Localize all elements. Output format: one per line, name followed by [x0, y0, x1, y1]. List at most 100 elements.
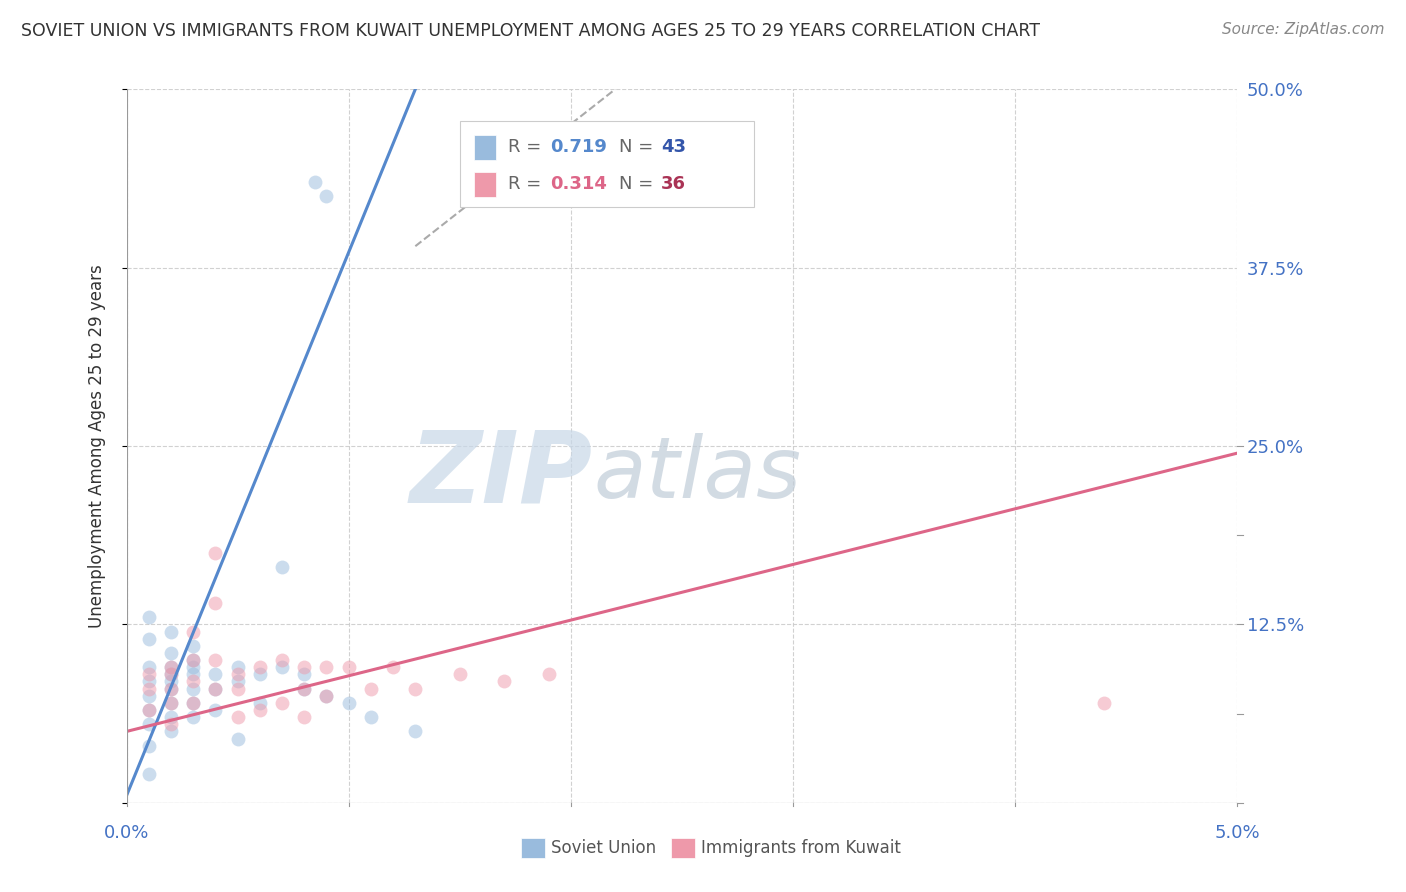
- Text: Soviet Union: Soviet Union: [551, 838, 657, 856]
- Text: N =: N =: [619, 175, 658, 193]
- Point: [304, 175, 326, 189]
- Point: [160, 667, 183, 681]
- Point: [292, 660, 315, 674]
- Point: [160, 624, 183, 639]
- FancyBboxPatch shape: [474, 171, 496, 196]
- Point: [160, 674, 183, 689]
- Point: [181, 674, 204, 689]
- Point: [160, 681, 183, 696]
- Point: [204, 546, 226, 560]
- Point: [249, 667, 271, 681]
- Point: [271, 653, 294, 667]
- Point: [138, 703, 160, 717]
- Point: [181, 660, 204, 674]
- Point: [249, 660, 271, 674]
- Point: [160, 696, 183, 710]
- Point: [271, 560, 294, 574]
- Point: [160, 696, 183, 710]
- Point: [226, 667, 249, 681]
- FancyBboxPatch shape: [671, 838, 695, 858]
- Point: [138, 632, 160, 646]
- Text: 36: 36: [661, 175, 686, 193]
- Point: [160, 667, 183, 681]
- Point: [249, 696, 271, 710]
- Point: [292, 681, 315, 696]
- Point: [138, 660, 160, 674]
- Point: [226, 710, 249, 724]
- Point: [271, 660, 294, 674]
- Text: SOVIET UNION VS IMMIGRANTS FROM KUWAIT UNEMPLOYMENT AMONG AGES 25 TO 29 YEARS CO: SOVIET UNION VS IMMIGRANTS FROM KUWAIT U…: [21, 22, 1040, 40]
- Text: Source: ZipAtlas.com: Source: ZipAtlas.com: [1222, 22, 1385, 37]
- Text: 5.0%: 5.0%: [1215, 824, 1260, 842]
- Point: [249, 703, 271, 717]
- Point: [315, 660, 337, 674]
- Text: R =: R =: [508, 175, 547, 193]
- Text: R =: R =: [508, 138, 547, 156]
- Point: [181, 710, 204, 724]
- Point: [138, 674, 160, 689]
- Point: [404, 681, 426, 696]
- Point: [204, 681, 226, 696]
- Point: [226, 674, 249, 689]
- Point: [337, 696, 360, 710]
- Point: [181, 667, 204, 681]
- Point: [181, 696, 204, 710]
- Y-axis label: Unemployment Among Ages 25 to 29 years: Unemployment Among Ages 25 to 29 years: [87, 264, 105, 628]
- Point: [315, 689, 337, 703]
- Point: [271, 696, 294, 710]
- Point: [337, 660, 360, 674]
- Point: [138, 739, 160, 753]
- Point: [160, 646, 183, 660]
- Point: [226, 731, 249, 746]
- Point: [292, 710, 315, 724]
- Point: [204, 667, 226, 681]
- Point: [382, 660, 405, 674]
- Point: [138, 703, 160, 717]
- Point: [138, 767, 160, 781]
- Text: 43: 43: [661, 138, 686, 156]
- Point: [1092, 696, 1115, 710]
- Point: [360, 681, 382, 696]
- Point: [449, 667, 471, 681]
- Point: [160, 660, 183, 674]
- Point: [204, 703, 226, 717]
- Point: [160, 717, 183, 731]
- Point: [181, 639, 204, 653]
- Point: [160, 710, 183, 724]
- Point: [204, 653, 226, 667]
- Point: [138, 610, 160, 624]
- Point: [160, 681, 183, 696]
- Point: [226, 660, 249, 674]
- FancyBboxPatch shape: [460, 121, 754, 207]
- Point: [181, 624, 204, 639]
- Point: [292, 681, 315, 696]
- Point: [181, 653, 204, 667]
- Point: [160, 660, 183, 674]
- Point: [138, 681, 160, 696]
- Text: N =: N =: [619, 138, 658, 156]
- FancyBboxPatch shape: [520, 838, 546, 858]
- Text: 0.0%: 0.0%: [104, 824, 149, 842]
- Point: [181, 696, 204, 710]
- Point: [404, 724, 426, 739]
- Text: 0.314: 0.314: [550, 175, 606, 193]
- Text: Immigrants from Kuwait: Immigrants from Kuwait: [700, 838, 901, 856]
- Point: [360, 710, 382, 724]
- Point: [537, 667, 560, 681]
- Point: [181, 681, 204, 696]
- Point: [204, 681, 226, 696]
- Point: [494, 674, 516, 689]
- Point: [315, 689, 337, 703]
- FancyBboxPatch shape: [474, 135, 496, 160]
- Point: [292, 667, 315, 681]
- Point: [160, 724, 183, 739]
- Point: [138, 689, 160, 703]
- Text: 0.719: 0.719: [550, 138, 606, 156]
- Point: [138, 667, 160, 681]
- Point: [181, 653, 204, 667]
- Point: [138, 717, 160, 731]
- Point: [204, 596, 226, 610]
- Text: ZIP: ZIP: [411, 426, 593, 523]
- Point: [226, 681, 249, 696]
- Text: atlas: atlas: [593, 433, 801, 516]
